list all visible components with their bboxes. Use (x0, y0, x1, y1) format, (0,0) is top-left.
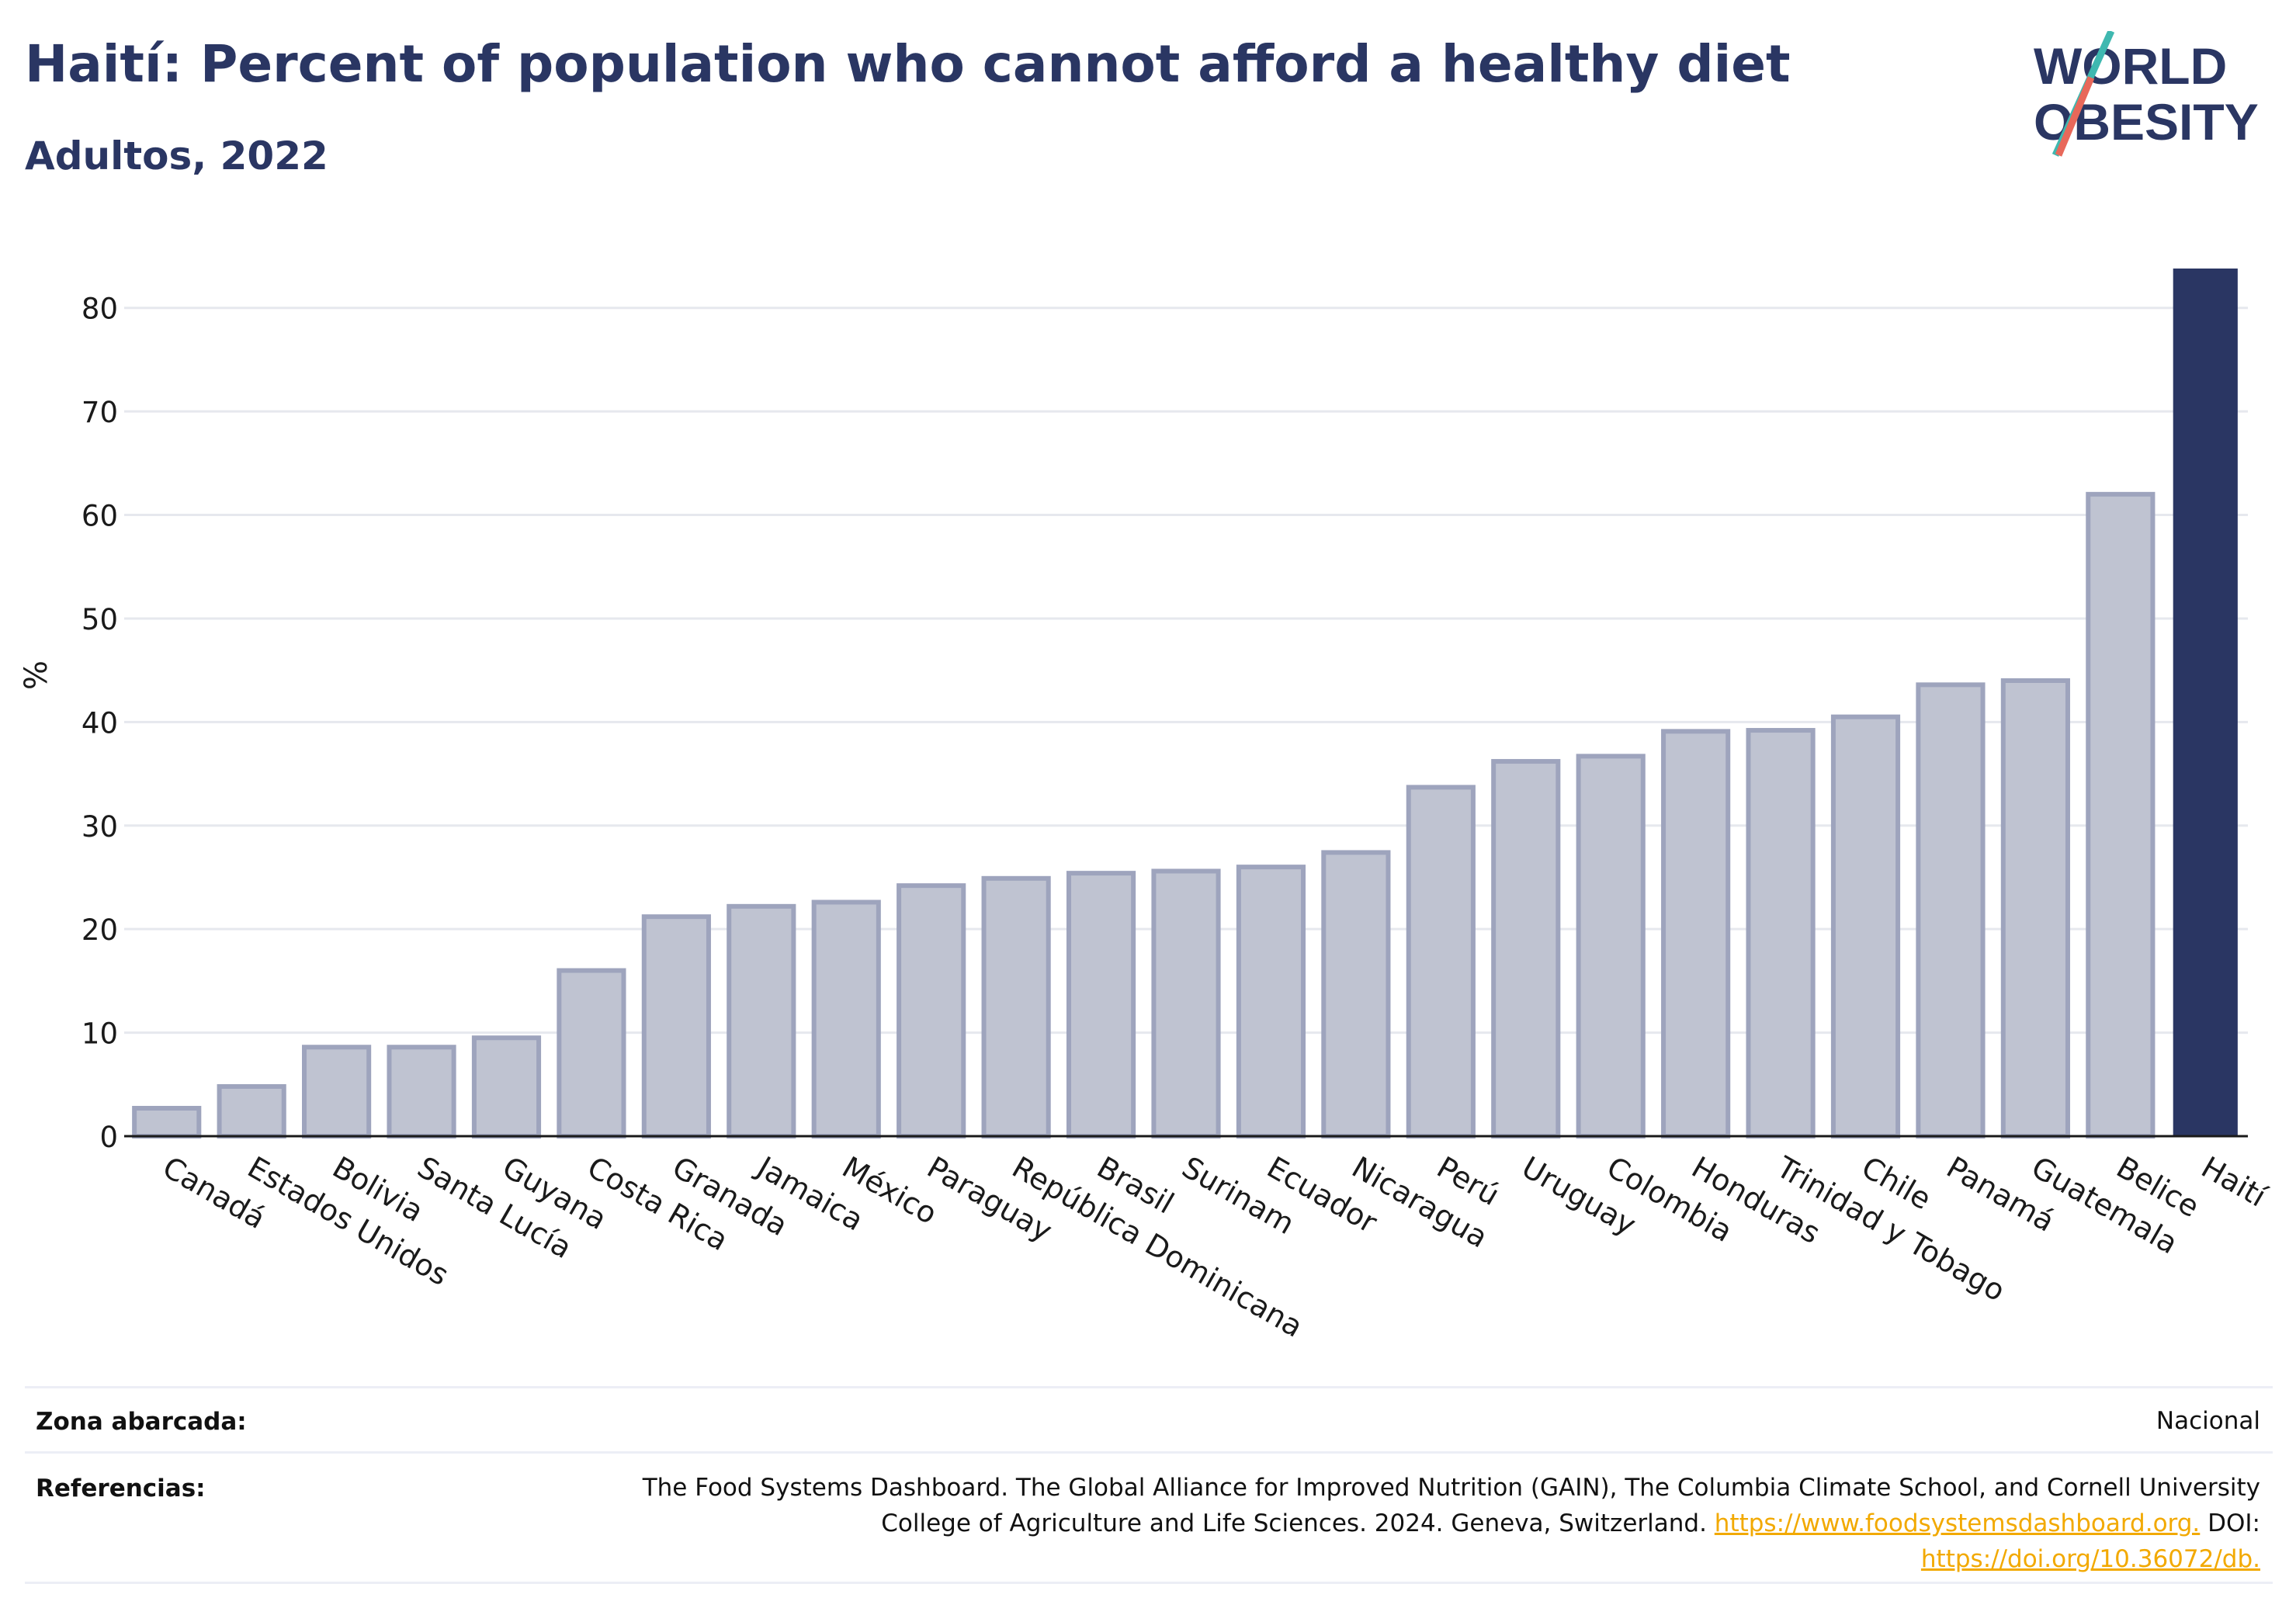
y-tick-label: 10 (82, 1017, 118, 1051)
y-tick-label: 20 (82, 913, 118, 947)
foodsystems-link[interactable]: https://www.foodsystemsdashboard.org. (1714, 1509, 2201, 1537)
bar-colombia (1576, 754, 1646, 1139)
footer-divider-mid (25, 1451, 2273, 1454)
bar-honduras (1661, 729, 1731, 1139)
bars (132, 269, 2238, 1139)
bar-ecuador (1236, 865, 1306, 1139)
bar-paraguay (897, 883, 966, 1139)
y-tick-label: 50 (82, 603, 118, 636)
bar-costa-rica (557, 968, 626, 1139)
references-line1: The Food Systems Dashboard. The Global A… (642, 1474, 2260, 1502)
bar-santa-lucía (387, 1045, 456, 1139)
bar-chile (1830, 714, 1901, 1139)
bar-guatemala (2000, 678, 2070, 1139)
page-title: Haití: Percent of population who cannot … (25, 34, 1791, 94)
y-tick-label: 70 (82, 396, 118, 429)
y-axis-ticks: 0 10 20 30 40 50 60 70 80 (82, 293, 118, 1154)
logo-slash-bottom (2055, 76, 2095, 157)
y-tick-label: 30 (82, 810, 118, 844)
logo-line1: WORLD (2034, 37, 2227, 95)
coverage-label: Zona abarcada: (36, 1408, 247, 1436)
x-tick-label: Haití (2196, 1150, 2273, 1215)
references-label: Referencias: (36, 1475, 206, 1502)
bar-trinidad-y-tobago (1746, 728, 1816, 1139)
bar-república-dominicana (981, 875, 1051, 1139)
doi-link[interactable]: https://doi.org/10.36072/db. (1920, 1545, 2260, 1573)
references-line3: https://doi.org/10.36072/db. (475, 1541, 2260, 1577)
references-text: The Food Systems Dashboard. The Global A… (475, 1470, 2260, 1577)
bar-belice (2086, 491, 2156, 1139)
bar-panamá (1916, 682, 1986, 1139)
page-subtitle: Adultos, 2022 (25, 133, 328, 178)
y-tick-label: 80 (82, 293, 118, 326)
y-tick-label: 60 (82, 500, 118, 533)
bar-bolivia (302, 1045, 372, 1139)
bar-brasil (1066, 871, 1136, 1139)
bar-guyana (471, 1035, 542, 1139)
bar-perú (1406, 785, 1476, 1139)
y-tick-label: 40 (82, 706, 118, 740)
world-obesity-logo: WORLD OBESITY (2034, 31, 2259, 157)
footer-divider-top (25, 1386, 2273, 1388)
coverage-value: Nacional (2156, 1407, 2260, 1435)
bar-estados-unidos (217, 1083, 286, 1139)
references-line2-text: College of Agriculture and Life Sciences… (881, 1509, 1707, 1537)
footer-divider-bottom (25, 1582, 2273, 1584)
bar-uruguay (1491, 759, 1561, 1139)
bar-surinam (1151, 868, 1221, 1139)
bar-canadá (132, 1105, 202, 1139)
y-axis-label: % (19, 660, 54, 690)
references-line2: College of Agriculture and Life Sciences… (475, 1506, 2260, 1541)
bar-nicaragua (1321, 850, 1391, 1139)
bar-granada (641, 914, 711, 1139)
bar-jamaica (727, 903, 796, 1139)
bar-haití (2173, 269, 2238, 1136)
bar-méxico (811, 899, 881, 1139)
doi-label: DOI: (2208, 1509, 2260, 1537)
y-tick-label: 0 (99, 1121, 118, 1154)
